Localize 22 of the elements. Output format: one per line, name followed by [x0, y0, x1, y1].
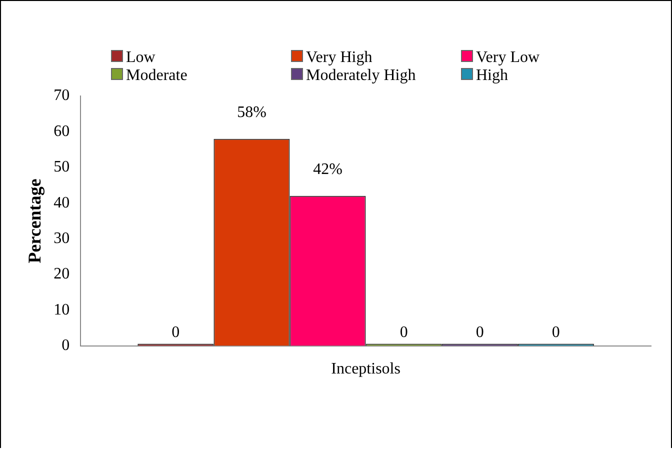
y-tick-label: 40 — [54, 194, 70, 212]
data-label: 0 — [172, 324, 180, 342]
y-tick-label: 70 — [54, 87, 70, 104]
data-label: 42% — [313, 161, 342, 178]
legend-label: Moderately High — [305, 67, 417, 85]
y-axis-title: Percentage — [24, 178, 44, 264]
y-tick-label: 50 — [54, 158, 70, 176]
y-tick-label: 10 — [54, 301, 70, 318]
y-tick-label: 20 — [54, 266, 70, 283]
data-label: 0 — [476, 324, 484, 342]
legend-label: Very Low — [475, 49, 541, 67]
legend-label: Moderate — [125, 67, 188, 85]
y-tick-label: 60 — [54, 122, 70, 140]
legend-label: Low — [125, 49, 156, 67]
legend-label: Very High — [305, 49, 374, 67]
data-label: 0 — [552, 324, 560, 342]
y-tick-label: 0 — [62, 337, 70, 354]
legend-label: High — [475, 67, 509, 85]
data-label: 58% — [237, 104, 266, 122]
y-tick-label: 30 — [54, 230, 70, 247]
x-tick-label: Inceptisols — [331, 360, 400, 378]
data-label: 0 — [400, 324, 408, 342]
